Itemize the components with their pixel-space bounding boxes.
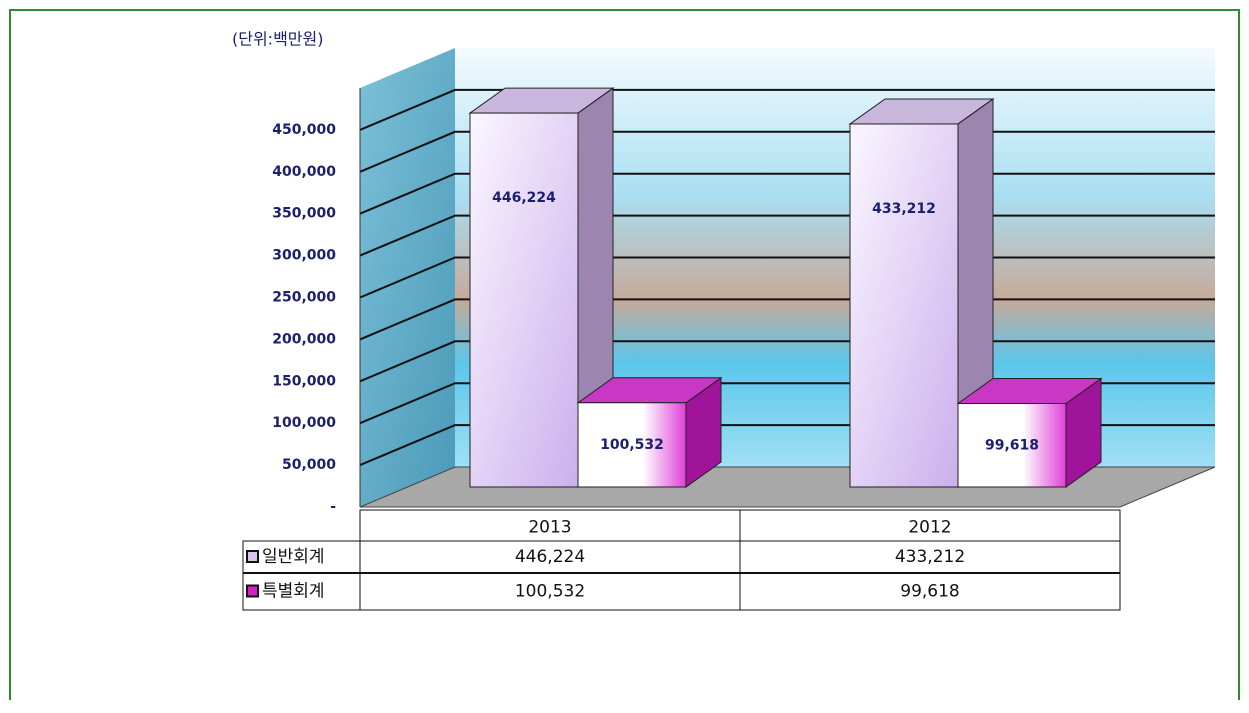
value-label: 99,618: [985, 437, 1039, 453]
y-tick-label: 200,000: [272, 331, 336, 347]
legend-key: [246, 584, 259, 598]
bar: [957, 403, 1067, 488]
bar: [577, 402, 687, 488]
category-label: 2013: [528, 518, 571, 538]
legend-key: [246, 550, 259, 563]
y-tick-label: 350,000: [272, 206, 336, 222]
bar: [469, 112, 579, 488]
legend-label: 특별회계: [262, 582, 325, 602]
table-value: 100,532: [515, 582, 585, 602]
y-tick-label: 150,000: [272, 373, 336, 389]
y-tick-label: 450,000: [272, 122, 336, 138]
value-label: 446,224: [492, 190, 556, 206]
category-label: 2012: [908, 518, 951, 538]
y-tick-label: 100,000: [272, 415, 336, 431]
y-tick-label: 50,000: [282, 457, 336, 473]
data-table: 2013 2012 일반회계 446,224 433,212 특별회계 100,532 99,…: [242, 509, 1121, 611]
frame: [9, 9, 1240, 700]
value-label: 100,532: [600, 437, 664, 453]
table-value: 446,224: [515, 547, 585, 567]
table-value: 99,618: [900, 582, 959, 602]
y-tick-label: 300,000: [272, 248, 336, 264]
table-border: [242, 540, 1121, 611]
bar: [849, 123, 959, 488]
table-value: 433,212: [895, 547, 965, 567]
legend-label: 일반회계: [262, 547, 325, 567]
y-tick-label: 400,000: [272, 164, 336, 180]
y-tick-label: -: [330, 499, 336, 515]
plot-area: - 50,000 100,000 150,000 200,000 250,000 300,0…: [272, 48, 1216, 515]
grid-line: [359, 88, 1215, 131]
value-label: 433,212: [872, 201, 936, 217]
y-tick-label: 250,000: [272, 290, 336, 306]
unit-label: (단위:백만원): [232, 30, 323, 49]
